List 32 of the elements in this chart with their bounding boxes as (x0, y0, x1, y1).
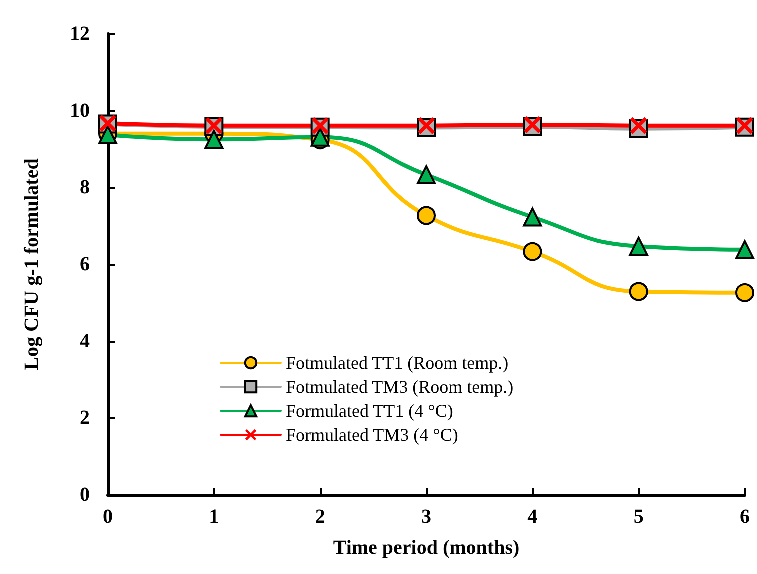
point (310, 128, 330, 147)
point (523, 208, 542, 227)
x-tick-label: 1 (209, 506, 220, 528)
y-tick-label: 6 (80, 254, 90, 276)
y-tick-label: 2 (80, 407, 90, 430)
point (523, 242, 542, 262)
point (629, 236, 648, 256)
x-tick-label: 2 (315, 506, 326, 528)
y-tick-label: 8 (80, 176, 90, 199)
legend-label: Fotmulated TT1 (Room temp.) (286, 353, 509, 373)
point (736, 240, 754, 260)
point (736, 283, 754, 302)
x-axis-title: Time period (months) (333, 537, 520, 559)
y-tick-label: 4 (80, 330, 90, 352)
point (629, 282, 648, 302)
x-tick-label: 3 (422, 506, 432, 528)
x-tick-label: 4 (528, 506, 538, 528)
y-tick-label: 0 (80, 484, 90, 506)
point (630, 117, 648, 134)
point (204, 130, 224, 150)
y-tick-label: 12 (70, 23, 90, 45)
y-tick-label: 10 (70, 100, 90, 122)
legend-label: Fotmulated TM3 (Room temp.) (286, 377, 514, 397)
legend-label: Formulated TM3 (4 °C) (286, 425, 458, 445)
legend-label: Formulated TT1 (4 °C) (286, 401, 454, 421)
x-tick-label: 5 (634, 506, 644, 528)
x-tick-label: 0 (103, 506, 113, 528)
point (417, 165, 436, 184)
x-tick-label: 6 (740, 506, 750, 528)
y-axis-title: Log CFU g-1 formulated (21, 158, 43, 370)
point (418, 117, 435, 134)
point (417, 206, 436, 226)
